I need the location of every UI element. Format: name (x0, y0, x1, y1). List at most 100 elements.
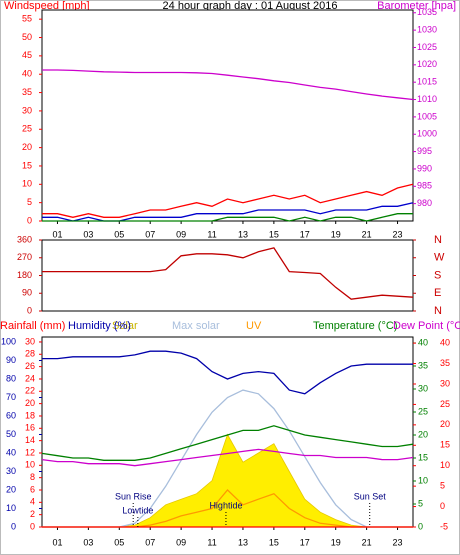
y-tick-label: 20 (6, 484, 16, 494)
y-tick-label: 25 (440, 399, 450, 409)
y-tick-label: 80 (6, 373, 16, 383)
y-tick-label: 1025 (417, 42, 437, 52)
y-tick-label: 6 (30, 484, 35, 494)
y-tick-label: 30 (418, 383, 428, 393)
x-tick-label: 03 (83, 537, 93, 547)
plot-area (41, 9, 414, 222)
y-tick-label: 45 (22, 50, 32, 60)
y-tick-label: 1010 (417, 94, 437, 104)
x-tick-label: 15 (269, 537, 279, 547)
y-tick-label: 14 (25, 435, 35, 445)
y-tick-label: E (434, 287, 441, 299)
x-tick-label: 13 (238, 537, 248, 547)
x-tick-label: 09 (176, 537, 186, 547)
x-tick-label: 19 (331, 229, 341, 239)
legend-label: Humidity (%) (68, 320, 131, 332)
line (42, 183, 414, 218)
y-tick-label: 60 (6, 410, 16, 420)
x-tick-label: 05 (114, 229, 124, 239)
y-tick-label: 8 (30, 472, 35, 482)
y-tick-label: 0 (418, 521, 423, 531)
y-tick-label: 70 (6, 392, 16, 402)
y-tick-label: 30 (22, 105, 32, 115)
y-tick-label: 360 (17, 234, 32, 244)
y-tick-label: 1015 (417, 77, 437, 87)
y-tick-label: 18 (25, 410, 35, 420)
y-tick-label: 0 (30, 521, 35, 531)
wind-label: Windspeed [mph] (4, 0, 90, 12)
y-tick-label: 15 (22, 160, 32, 170)
x-tick-label: 23 (393, 229, 403, 239)
y-tick-label: 0 (27, 215, 32, 225)
line (42, 213, 413, 222)
y-tick-label: 995 (417, 146, 432, 156)
y-tick-label: 2 (30, 509, 35, 519)
x-tick-label: 07 (145, 229, 155, 239)
x-tick-label: 09 (176, 229, 186, 239)
annotation: Sun Rise (115, 491, 152, 501)
y-tick-label: 10 (25, 460, 35, 470)
annotation: Lowtide (122, 505, 153, 515)
x-tick-label: 17 (300, 229, 310, 239)
line (41, 448, 414, 467)
x-tick-label: 05 (114, 537, 124, 547)
y-tick-label: 40 (6, 447, 16, 457)
y-tick-label: 90 (22, 288, 32, 298)
y-tick-label: 15 (440, 440, 450, 450)
y-tick-label: S (434, 269, 441, 281)
y-tick-label: 990 (417, 163, 432, 173)
x-tick-label: 21 (362, 229, 372, 239)
y-tick-label: 980 (417, 198, 432, 208)
y-tick-label: 5 (440, 481, 445, 491)
y-tick-label: 10 (440, 460, 450, 470)
y-tick-label: 90 (6, 355, 16, 365)
barometer-label: Barometer [hpa] (377, 0, 456, 12)
x-tick-label: 15 (269, 229, 279, 239)
x-tick-label: 21 (362, 537, 372, 547)
annotation: Sun Set (354, 491, 387, 501)
legend-label: Temperature (°C) (313, 320, 397, 332)
y-tick-label: 30 (440, 378, 450, 388)
x-tick-label: 19 (331, 537, 341, 547)
y-tick-label: 15 (418, 452, 428, 462)
y-tick-label: 50 (6, 429, 16, 439)
y-tick-label: 10 (6, 503, 16, 513)
y-tick-label: 4 (30, 497, 35, 507)
y-tick-label: 20 (440, 419, 450, 429)
y-tick-label: 180 (17, 270, 32, 280)
y-tick-label: 25 (22, 124, 32, 134)
annotation: Hightide (209, 500, 242, 510)
y-tick-label: 1020 (417, 59, 437, 69)
chart-title: 24 hour graph day : 01 August 2016 (163, 0, 338, 12)
y-tick-label: 24 (25, 373, 35, 383)
line (42, 350, 413, 395)
y-tick-label: 16 (25, 423, 35, 433)
y-tick-label: 20 (418, 429, 428, 439)
x-tick-label: 17 (300, 537, 310, 547)
y-tick-label: 55 (22, 14, 32, 24)
y-tick-label: 10 (22, 179, 32, 189)
y-tick-label: 20 (25, 398, 35, 408)
y-tick-label: 50 (22, 32, 32, 42)
y-tick-label: 5 (418, 498, 423, 508)
legend-label: UV (246, 320, 262, 332)
y-tick-label: 0 (27, 305, 32, 315)
y-tick-label: 30 (6, 466, 16, 476)
y-tick-label: 1035 (417, 7, 437, 17)
x-tick-label: 01 (52, 537, 62, 547)
y-tick-label: 5 (27, 197, 32, 207)
y-tick-label: 12 (25, 447, 35, 457)
y-tick-label: 0 (440, 501, 445, 511)
y-tick-label: 35 (418, 360, 428, 370)
y-tick-label: 30 (25, 336, 35, 346)
y-tick-label: 40 (22, 69, 32, 79)
y-tick-label: N (434, 305, 442, 317)
y-tick-label: 1005 (417, 111, 437, 121)
line (41, 425, 414, 461)
y-tick-label: 1000 (417, 129, 437, 139)
x-tick-label: 07 (145, 537, 155, 547)
y-tick-label: 270 (17, 252, 32, 262)
plot-area (41, 239, 414, 312)
y-tick-label: 25 (418, 406, 428, 416)
